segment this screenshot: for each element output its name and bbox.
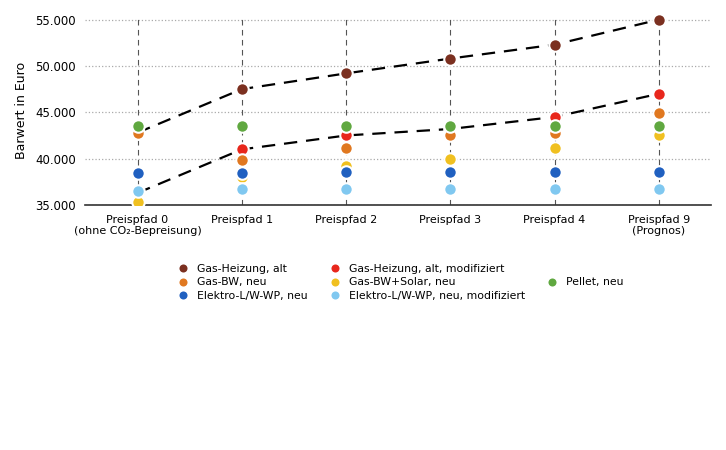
Y-axis label: Barwert in Euro: Barwert in Euro: [15, 62, 28, 158]
Legend: Gas-Heizung, alt, Gas-BW, neu, Elektro-L/W-WP, neu, Gas-Heizung, alt, modifizier: Gas-Heizung, alt, Gas-BW, neu, Elektro-L…: [173, 264, 624, 301]
